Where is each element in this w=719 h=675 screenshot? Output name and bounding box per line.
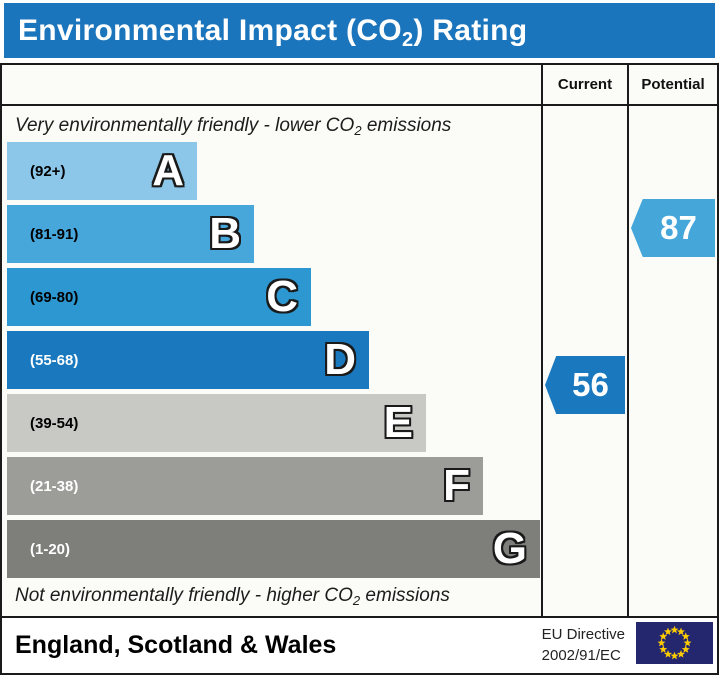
band-range-label: (55-68) xyxy=(30,351,79,369)
band-letter: E xyxy=(383,398,413,447)
band-row-g: (1-20) G xyxy=(7,520,541,578)
eu-directive-line1: EU Directive xyxy=(541,626,625,644)
current-column: 56 xyxy=(541,106,627,616)
potential-column: 87 xyxy=(627,106,717,616)
eu-directive-line2: 2002/91/EC xyxy=(541,646,621,664)
band-row-c: (69-80) C xyxy=(7,268,541,326)
band-row-a: (92+) A xyxy=(7,142,541,200)
band-letter: D xyxy=(324,335,356,384)
band-letter: B xyxy=(209,209,241,258)
band-range-label: (81-91) xyxy=(30,225,79,243)
region-label: England, Scotland & Wales xyxy=(15,631,337,659)
top-note-text: Very environmentally friendly - lower CO xyxy=(15,115,355,136)
header-potential: Potential xyxy=(627,65,717,106)
band-range-label: (21-38) xyxy=(30,477,79,495)
header-blank-cell xyxy=(2,65,541,106)
top-note: Very environmentally friendly - lower CO… xyxy=(15,115,452,138)
page-title: Environmental Impact (CO2) Rating xyxy=(18,13,528,51)
band-bar-g: (1-20) G xyxy=(7,520,540,578)
header-current: Current xyxy=(541,65,627,106)
eu-directive-text: EU Directive 2002/91/EC xyxy=(542,625,625,666)
band-bar-a: (92+) A xyxy=(7,142,197,200)
eu-flag-icon xyxy=(636,622,713,669)
band-chart-area: Very environmentally friendly - lower CO… xyxy=(2,106,541,616)
band-row-e: (39-54) E xyxy=(7,394,541,452)
band-bar-d: (55-68) D xyxy=(7,331,369,389)
band-letter: C xyxy=(266,272,298,321)
band-bar-b: (81-91) B xyxy=(7,205,254,263)
band-letter: A xyxy=(152,146,184,195)
band-row-f: (21-38) F xyxy=(7,457,541,515)
band-range-label: (1-20) xyxy=(30,540,71,558)
title-subscript: 2 xyxy=(401,28,414,51)
band-letter: F xyxy=(443,461,470,510)
bottom-note: Not environmentally friendly - higher CO… xyxy=(15,585,450,608)
band-range-label: (92+) xyxy=(30,162,66,180)
band-letter: G xyxy=(492,524,527,573)
band-range-label: (69-80) xyxy=(30,288,79,306)
top-note-suffix: emissions xyxy=(361,115,452,136)
bottom-note-suffix: emissions xyxy=(360,585,450,606)
rating-table: Current Potential Very environmentally f… xyxy=(2,65,717,616)
rating-frame: Current Potential Very environmentally f… xyxy=(0,63,719,675)
footer-right: EU Directive 2002/91/EC xyxy=(542,622,713,669)
band-range-label: (39-54) xyxy=(30,414,79,432)
band-bar-f: (21-38) F xyxy=(7,457,483,515)
potential-rating-arrow: 87 xyxy=(631,199,715,257)
footer: England, Scotland & Wales EU Directive 2… xyxy=(2,616,717,673)
current-rating-arrow: 56 xyxy=(545,356,625,414)
bottom-note-subscript: 2 xyxy=(352,593,361,608)
band-bar-e: (39-54) E xyxy=(7,394,426,452)
title-suffix: ) Rating xyxy=(413,13,528,47)
title-prefix: Environmental Impact (CO xyxy=(18,13,402,47)
bottom-note-text: Not environmentally friendly - higher CO xyxy=(15,585,353,606)
band-rows: (92+) A (81-91) B (69-80) C (55-68) D (39-54) E (2… xyxy=(7,142,541,583)
top-note-subscript: 2 xyxy=(354,123,362,138)
band-bar-c: (69-80) C xyxy=(7,268,311,326)
band-row-d: (55-68) D xyxy=(7,331,541,389)
title-bar: Environmental Impact (CO2) Rating xyxy=(4,3,715,58)
band-row-b: (81-91) B xyxy=(7,205,541,263)
